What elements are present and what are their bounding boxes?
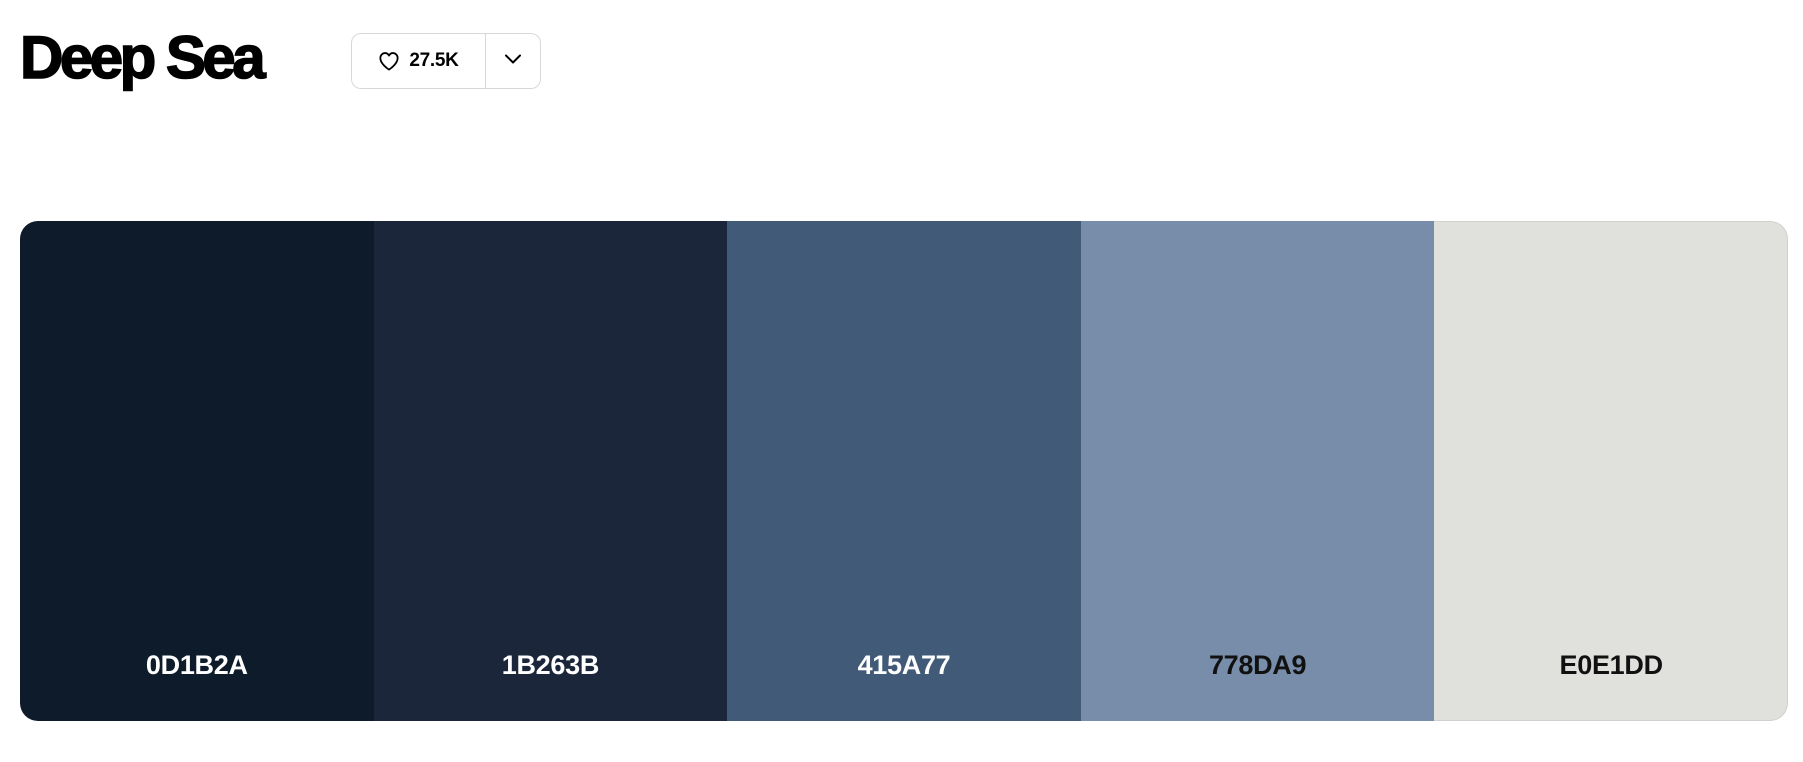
palette-header: Deep Sea (19, 24, 266, 91)
color-palette: 0D1B2A 1B263B 415A77 778DA9 E0E1DD (20, 221, 1788, 721)
swatch-hex-label[interactable]: E0E1DD (1559, 650, 1664, 680)
color-swatch[interactable]: E0E1DD (1434, 221, 1788, 721)
chevron-down-icon (504, 52, 522, 70)
swatch-border (1434, 221, 1788, 721)
palette-title: Deep Sea (19, 24, 266, 91)
color-swatch[interactable]: 778DA9 (1080, 221, 1435, 721)
more-options-button[interactable] (486, 34, 540, 88)
color-swatch[interactable]: 1B263B (373, 221, 728, 721)
color-swatch[interactable]: 0D1B2A (20, 221, 374, 721)
swatch-hex-label[interactable]: 415A77 (857, 650, 951, 680)
color-swatch[interactable]: 415A77 (727, 221, 1081, 721)
heart-icon (378, 51, 400, 71)
swatch-hex-label[interactable]: 0D1B2A (145, 650, 248, 680)
like-button[interactable]: 27.5K (352, 34, 486, 88)
palette-actions: 27.5K (351, 33, 541, 89)
like-count: 27.5K (409, 50, 459, 71)
swatch-hex-label[interactable]: 1B263B (501, 650, 600, 680)
swatch-hex-label[interactable]: 778DA9 (1208, 650, 1307, 680)
